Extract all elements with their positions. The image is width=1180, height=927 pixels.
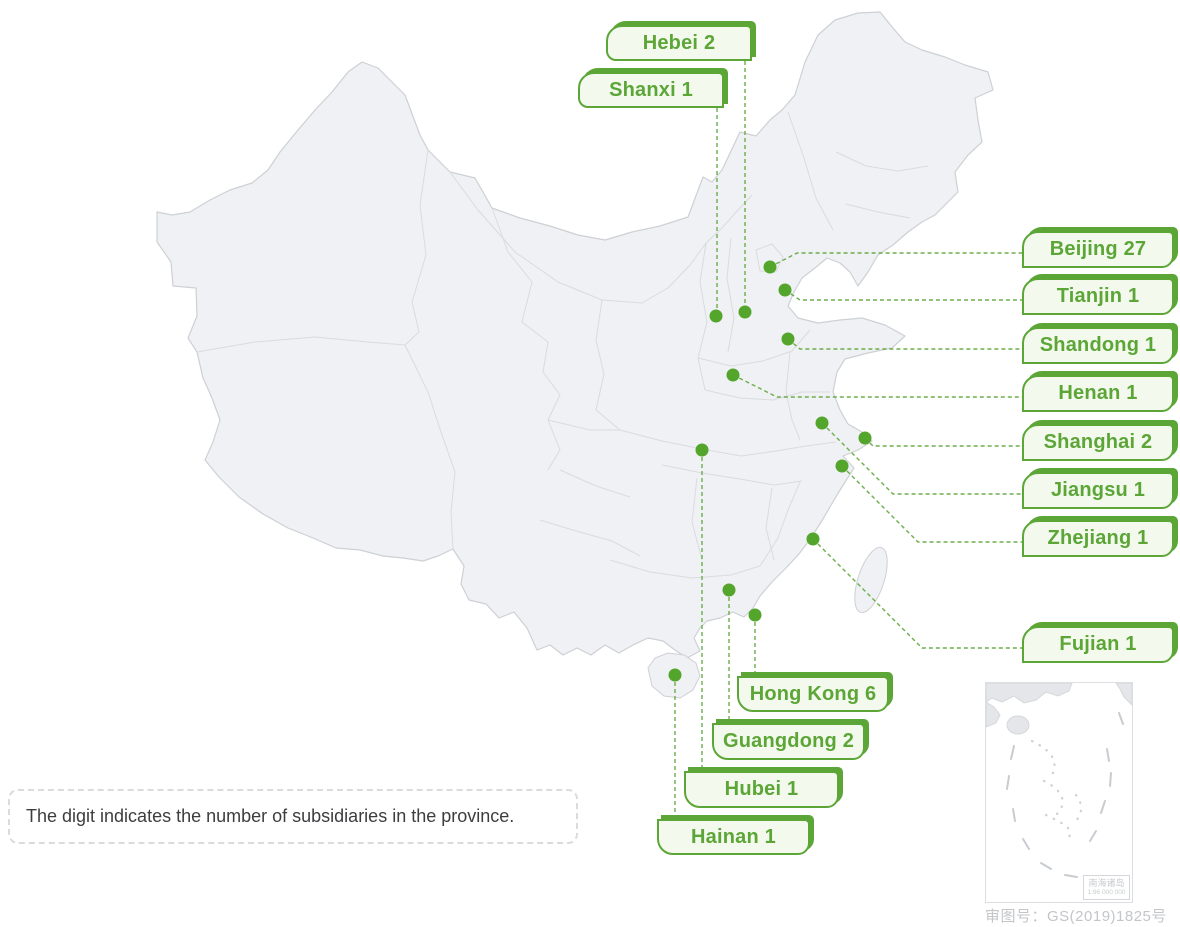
- callout-label: Tianjin 1: [1056, 285, 1140, 307]
- inset-caption: 南海诸岛 1:96 000 000: [1083, 875, 1130, 900]
- callout-label: Hebei 2: [642, 31, 716, 54]
- dot-hubei: [695, 443, 709, 457]
- callout-label: Shandong 1: [1039, 334, 1157, 356]
- province-borders: [196, 111, 929, 579]
- dot-hebei: [738, 305, 752, 319]
- dot-shandong: [781, 332, 795, 346]
- connector-line-shanghai: [864, 437, 1023, 447]
- inset-title: 南海诸岛: [1088, 878, 1125, 889]
- callout-label: Guangdong 2: [722, 730, 855, 752]
- inset-scale: 1:96 000 000: [1087, 889, 1126, 897]
- callout-guangdong: Guangdong 2: [712, 723, 865, 760]
- dot-guangdong: [722, 583, 736, 597]
- callout-label: Shanxi 1: [609, 78, 693, 101]
- callout-fujian: Fujian 1: [1022, 626, 1174, 663]
- connector-line-tianjin: [784, 289, 1023, 301]
- map-approval-number: 审图号：GS(2019)1825号: [985, 908, 1167, 925]
- dot-beijing: [763, 260, 777, 274]
- callout-label: Hubei 1: [724, 778, 799, 800]
- callout-hongkong: Hong Kong 6: [737, 676, 889, 712]
- connector-line-beijing: [769, 252, 1023, 268]
- legend-note: The digit indicates the number of subsid…: [8, 789, 578, 844]
- callout-shandong: Shandong 1: [1022, 327, 1174, 364]
- dot-hainan: [668, 668, 682, 682]
- connector-line-jiangsu: [821, 422, 1023, 495]
- callout-hainan: Hainan 1: [657, 819, 810, 855]
- callout-jiangsu: Jiangsu 1: [1022, 472, 1174, 509]
- taiwan-island-shape: [854, 546, 888, 614]
- callout-shanxi: Shanxi 1: [578, 72, 724, 108]
- south-china-sea-inset: 南海诸岛 1:96 000 000: [985, 682, 1133, 903]
- dot-tianjin: [778, 283, 792, 297]
- connector-line-fujian: [812, 538, 1023, 649]
- callout-hubei: Hubei 1: [684, 771, 839, 808]
- province-dots: [668, 260, 872, 682]
- legend-note-text: The digit indicates the number of subsid…: [26, 806, 515, 826]
- callout-shanghai: Shanghai 2: [1022, 424, 1174, 461]
- dot-shanxi: [709, 309, 723, 323]
- dot-fujian: [806, 532, 820, 546]
- callout-zhejiang: Zhejiang 1: [1022, 520, 1174, 557]
- callout-henan: Henan 1: [1022, 375, 1174, 412]
- china-mainland-shape: [156, 11, 994, 659]
- callout-hebei: Hebei 2: [606, 25, 752, 61]
- callout-beijing: Beijing 27: [1022, 231, 1174, 268]
- connector-line-shandong: [787, 338, 1023, 350]
- callout-label: Hong Kong 6: [749, 682, 877, 705]
- callout-label: Fujian 1: [1059, 633, 1137, 655]
- callout-label: Beijing 27: [1049, 238, 1147, 260]
- callout-label: Zhejiang 1: [1047, 527, 1149, 549]
- callout-tianjin: Tianjin 1: [1022, 278, 1174, 315]
- dot-jiangsu: [815, 416, 829, 430]
- callout-label: Shanghai 2: [1043, 431, 1153, 453]
- inset-islands-graphic: [986, 683, 1132, 878]
- connector-line-zhejiang: [841, 465, 1023, 543]
- dot-shanghai: [858, 431, 872, 445]
- dot-zhejiang: [835, 459, 849, 473]
- callout-label: Jiangsu 1: [1050, 479, 1146, 501]
- callout-label: Henan 1: [1058, 382, 1138, 404]
- callout-label: Hainan 1: [691, 825, 776, 848]
- dot-henan: [726, 368, 740, 382]
- dot-hongkong: [748, 608, 762, 622]
- connector-line-henan: [732, 374, 1023, 398]
